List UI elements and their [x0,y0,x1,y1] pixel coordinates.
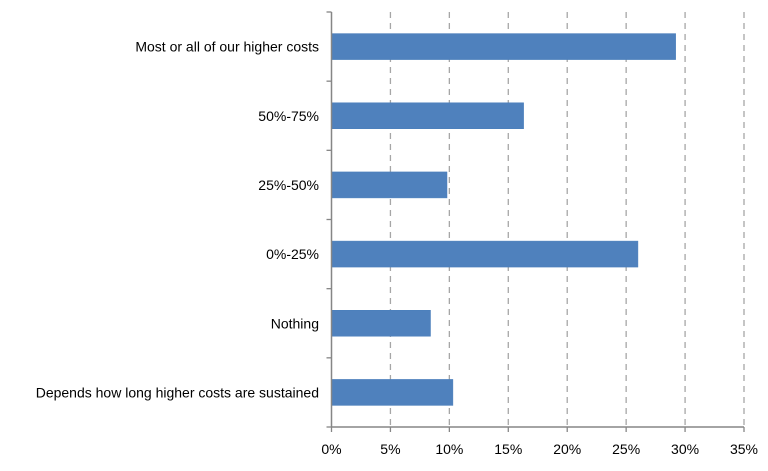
x-tick-label: 20% [553,441,581,457]
category-label: 25%-50% [258,177,319,193]
bar [331,102,524,129]
bar [331,171,448,199]
category-label: Depends how long higher costs are sustai… [36,384,319,400]
category-label: Nothing [271,315,319,331]
x-tick-label: 10% [435,441,463,457]
x-tick-label: 15% [494,441,522,457]
category-label: Most or all of our higher costs [135,39,319,55]
x-tick-label: 25% [612,441,640,457]
bar [331,33,676,60]
category-label: 0%-25% [266,246,319,262]
x-tick-label: 30% [671,441,699,457]
category-labels: Most or all of our higher costs 50%-75% 25… [36,39,319,401]
bar [331,240,639,268]
x-tick-label: 5% [380,441,400,457]
category-label: 50%-75% [258,108,319,124]
bar [331,310,431,337]
x-tick-label: 35% [730,441,758,457]
gridlines [389,12,745,427]
bar [331,379,454,406]
axes [326,11,745,432]
x-tick-label: 0% [321,441,341,457]
bars [331,33,676,406]
x-tick-labels: 0% 5% 10% 15% 20% 25% 30% 35% [321,441,758,457]
